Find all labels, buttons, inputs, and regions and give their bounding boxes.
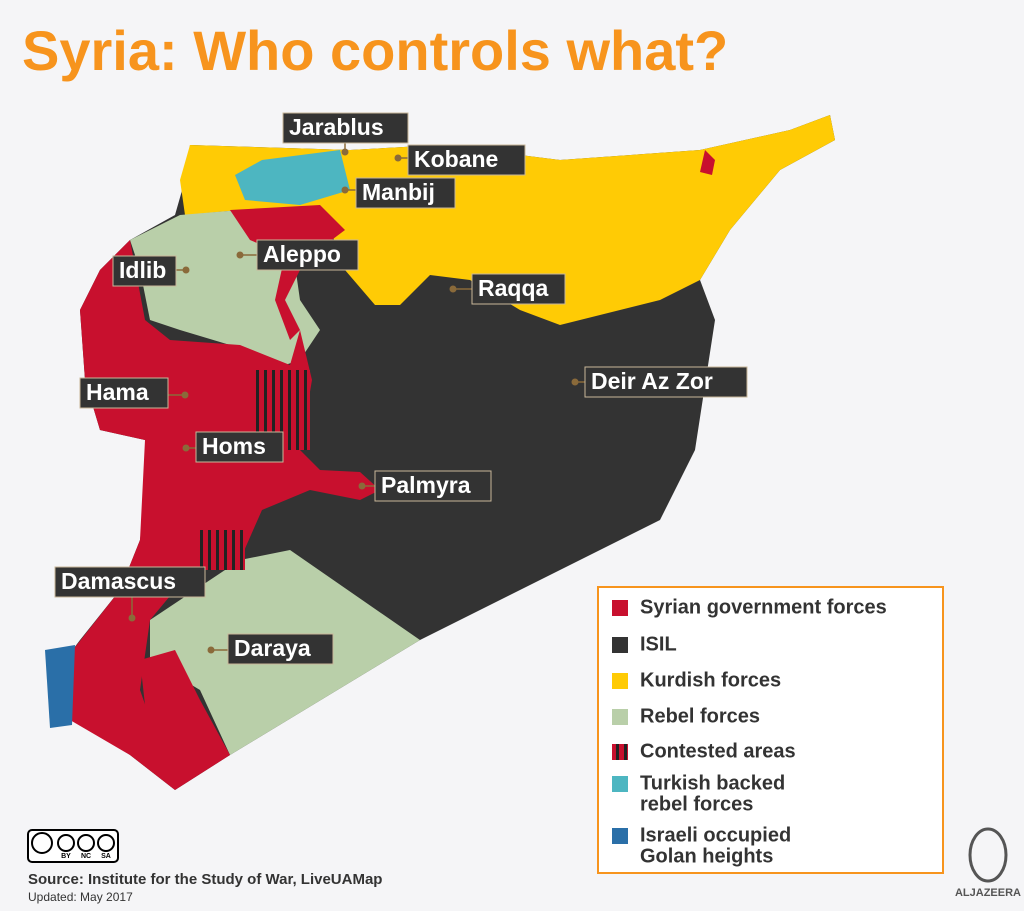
legend-swatch	[612, 600, 628, 616]
city-dot	[394, 154, 402, 162]
golan-region	[45, 645, 75, 728]
city-label: Idlib	[119, 257, 166, 283]
legend-label: Syrian government forces	[640, 596, 887, 618]
legend-label: Golan heights	[640, 845, 773, 867]
map	[45, 115, 835, 790]
license-nc: NC	[81, 853, 91, 860]
city-dot	[207, 646, 215, 654]
legend-label: ISIL	[640, 633, 677, 655]
city-label: Daraya	[234, 635, 311, 661]
city-label: Deir Az Zor	[591, 368, 713, 394]
legend-swatch	[612, 828, 628, 844]
city-label: Homs	[202, 433, 266, 459]
city-box	[227, 633, 334, 665]
city-box	[195, 431, 284, 463]
city-labels: Jarablus Kobane Manbij Aleppo Idlib Raqqa Deir…	[54, 112, 748, 665]
city-label: Hama	[86, 379, 149, 405]
legend-label: rebel forces	[640, 793, 753, 815]
city-box	[355, 177, 456, 209]
license-by: BY	[61, 853, 71, 860]
title: Syria: Who controls what?	[22, 19, 728, 82]
logo: ALJAZEERA	[955, 827, 1021, 899]
city-dot	[182, 444, 190, 452]
city-label: Damascus	[61, 568, 176, 594]
city-box	[112, 255, 177, 287]
legend-swatch	[612, 709, 628, 725]
government-corridor	[230, 205, 345, 340]
city-dot	[571, 378, 579, 386]
city-label: Raqqa	[478, 275, 549, 301]
government-enclave	[700, 150, 715, 175]
city-label: Aleppo	[263, 241, 341, 267]
logo-text: ALJAZEERA	[955, 887, 1021, 899]
city-box	[54, 566, 206, 598]
turkish-backed-region	[235, 150, 350, 205]
legend-label: Contested areas	[640, 740, 796, 762]
legend	[597, 586, 944, 874]
city-box	[256, 239, 359, 271]
city-label: Jarablus	[289, 114, 384, 140]
legend-label: Turkish backed	[640, 772, 785, 794]
legend-swatch	[612, 776, 628, 792]
city-label: Palmyra	[381, 472, 471, 498]
city-dot	[181, 391, 189, 399]
city-dot	[128, 614, 136, 622]
city-dot	[341, 186, 349, 194]
city-box	[584, 366, 748, 398]
updated: Updated: May 2017	[28, 890, 133, 904]
legend-label: Rebel forces	[640, 705, 760, 727]
legend-label: Israeli occupied	[640, 824, 791, 846]
legend-swatch	[612, 673, 628, 689]
city-box	[407, 144, 526, 176]
city-box	[471, 273, 566, 305]
city-box	[282, 112, 409, 144]
government-south	[140, 650, 230, 790]
city-label: Kobane	[414, 146, 498, 172]
city-box	[374, 470, 492, 502]
city-dot	[341, 148, 349, 156]
city-dot	[358, 482, 366, 490]
city-dot	[236, 251, 244, 259]
license-sa: SA	[101, 853, 111, 860]
legend-swatch	[612, 744, 628, 760]
legend-swatch	[612, 637, 628, 653]
source: Source: Institute for the Study of War, …	[28, 871, 382, 888]
city-label: Manbij	[362, 179, 435, 205]
legend-items: Syrian government forces ISIL Kurdish forc…	[612, 596, 887, 867]
city-box	[79, 377, 169, 409]
city-dot	[182, 266, 190, 274]
cc-badge: BY NC SA	[27, 829, 119, 863]
legend-label: Kurdish forces	[640, 669, 781, 691]
contested-area	[195, 530, 245, 570]
city-dot	[449, 285, 457, 293]
